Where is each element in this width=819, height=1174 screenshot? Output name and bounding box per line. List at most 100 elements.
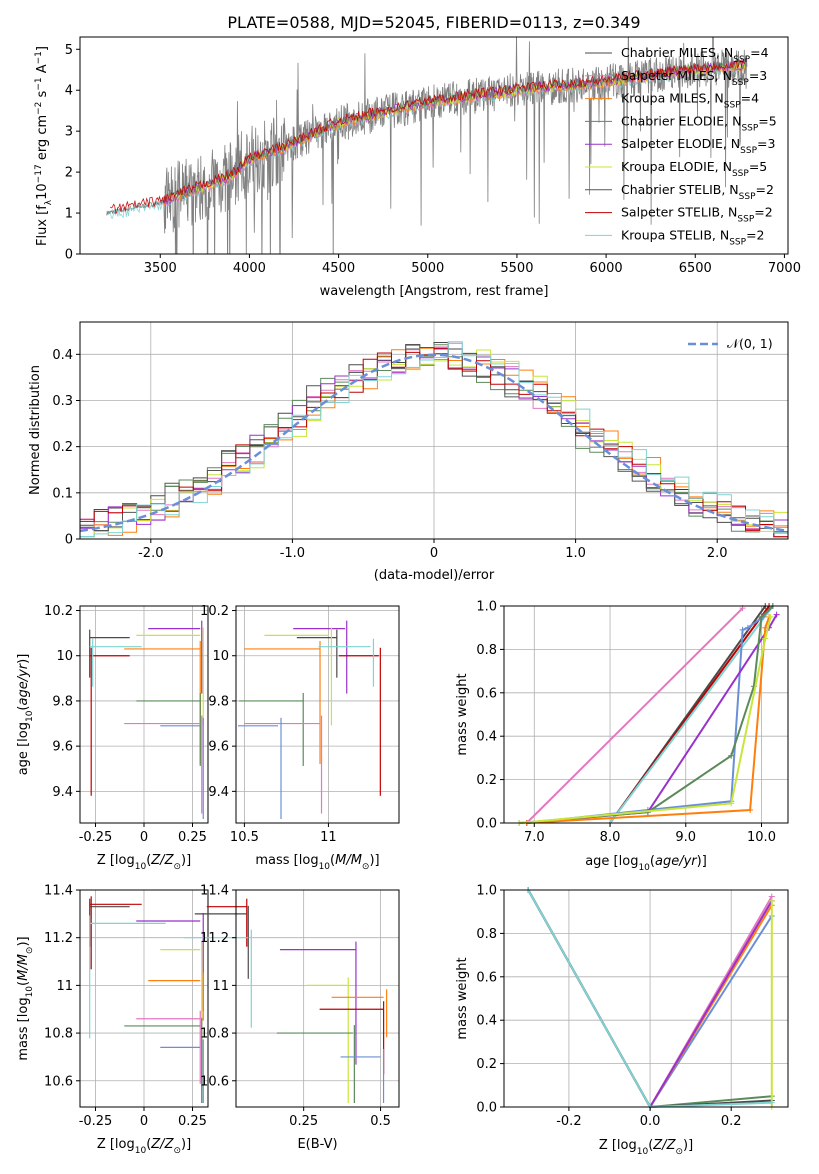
figure-title: PLATE=0588, MJD=52045, FIBERID=0113, z=0… xyxy=(227,13,640,32)
y-tick-label: 0 xyxy=(65,248,73,263)
model-spectrum xyxy=(110,59,746,214)
y-tick-label: 1.0 xyxy=(476,884,497,899)
legend-label: Chabrier STELIB, NSSP=2 xyxy=(621,182,774,202)
axes-frame xyxy=(503,889,789,1108)
mass_vs_Z-frame: -0.25 0 0.25 10.6 10.8 11 11.2 11.4 xyxy=(44,884,209,1129)
model-spectrum xyxy=(163,62,746,204)
axes-frame xyxy=(503,605,789,824)
y-tick-label: 0 xyxy=(65,533,73,548)
y-tick-label: 5 xyxy=(65,43,73,58)
x-axis-label: wavelength [Angstrom, rest frame] xyxy=(320,284,549,299)
mass-weight-marker xyxy=(773,611,780,618)
mass-weight-marker xyxy=(747,806,754,813)
x-axis-label: (data-model)/error xyxy=(374,568,495,583)
y-tick-label: 11 xyxy=(56,979,73,994)
mass-weight-line xyxy=(526,616,771,824)
y-tick-label: 11.2 xyxy=(44,931,73,946)
y-tick-label: 10 xyxy=(212,649,229,664)
x-tick-label: 6000 xyxy=(590,261,623,276)
residual-histogram-series xyxy=(80,347,788,538)
y-tick-label: 9.4 xyxy=(52,785,73,800)
legend-label: Chabrier MILES, NSSP=4 xyxy=(621,45,769,65)
x-tick-label: 0 xyxy=(140,830,148,845)
massweight_vs_age-lines xyxy=(516,603,780,826)
mass-weight-marker xyxy=(762,635,769,642)
x-tick-label: -1.0 xyxy=(280,546,305,561)
legend-label: Salpeter ELODIE, NSSP=3 xyxy=(621,136,775,156)
data-spectrum xyxy=(106,37,748,254)
massweight_vs_age-frame: 7.0 8.0 9.0 10.0 0.0 0.2 0.4 0.6 0.8 1.0 xyxy=(476,600,789,845)
y-tick-label: 0.2 xyxy=(476,1057,497,1072)
x-tick-label: 7000 xyxy=(768,261,801,276)
x-tick-label: 0 xyxy=(140,1114,148,1129)
y-tick-label: 0.8 xyxy=(476,927,497,942)
y-tick-label: 0.2 xyxy=(476,773,497,788)
x-tick-label: 1.0 xyxy=(565,546,586,561)
y-tick-label: 11.4 xyxy=(200,884,229,899)
y-tick-label: 9.6 xyxy=(52,740,73,755)
mass_vs_ebv-points xyxy=(184,898,388,1103)
x-tick-label: 4000 xyxy=(233,261,266,276)
x-tick-label: 8.0 xyxy=(600,830,621,845)
x-axis-label: E(B-V) xyxy=(297,1137,337,1152)
mass-weight-line xyxy=(519,616,772,824)
y-tick-label: 9.8 xyxy=(208,694,229,709)
x-axis-label: age [log10(age/yr)] xyxy=(585,854,707,873)
x-axis-label: mass [log10(M/M⊙)] xyxy=(255,853,379,872)
y-axis-label: mass weight xyxy=(455,673,470,755)
y-axis-label: age [log10(age/yr)] xyxy=(16,654,35,776)
x-tick-label: 5000 xyxy=(411,261,444,276)
mass-weight-line xyxy=(525,607,744,824)
mass-weight-marker xyxy=(739,626,746,633)
x-tick-label: 0 xyxy=(430,546,438,561)
y-tick-label: 10.2 xyxy=(200,604,229,619)
y-tick-label: 0.1 xyxy=(52,486,73,501)
y-tick-label: 0.4 xyxy=(476,730,497,745)
x-tick-label: 11 xyxy=(320,830,337,845)
y-tick-label: 4 xyxy=(65,84,73,99)
y-tick-label: 9.6 xyxy=(208,740,229,755)
age_vs_mass-frame: 10.5 11 9.4 9.6 9.8 10 10.2 xyxy=(200,604,400,845)
y-tick-label: 10.8 xyxy=(200,1027,229,1042)
gaussian-curve xyxy=(80,353,786,533)
x-tick-label: 10.0 xyxy=(747,830,776,845)
axes-frame xyxy=(235,605,400,824)
y-tick-label: 10.6 xyxy=(200,1074,229,1089)
legend-label: 𝒩(0, 1) xyxy=(727,336,773,351)
y-tick-label: 0.4 xyxy=(52,348,73,363)
x-tick-label: -0.2 xyxy=(556,1114,581,1129)
axes-frame xyxy=(235,889,400,1108)
y-tick-label: 1.0 xyxy=(476,600,497,615)
x-tick-label: 0.25 xyxy=(178,1114,207,1129)
x-tick-label: 0.0 xyxy=(640,1114,661,1129)
y-tick-label: 2 xyxy=(65,166,73,181)
x-axis-label: Z [log10(Z/Z⊙)] xyxy=(97,853,191,872)
x-tick-label: 3500 xyxy=(144,261,177,276)
x-tick-label: 0.25 xyxy=(289,1114,318,1129)
y-tick-label: 1 xyxy=(65,207,73,222)
mass-weight-line xyxy=(609,605,774,824)
x-axis-label: Z [log10(Z/Z⊙)] xyxy=(97,1137,191,1156)
y-tick-label: 0.0 xyxy=(476,1101,497,1116)
age_vs_Z-frame: -0.25 0 0.25 9.4 9.6 9.8 10 10.2 xyxy=(44,604,209,845)
y-axis-label: Flux [fλ10−17 erg cm−2 s−1 A−1] xyxy=(34,46,54,246)
x-tick-label: 0.25 xyxy=(178,830,207,845)
x-axis-label: Z [log10(Z/Z⊙)] xyxy=(599,1138,693,1157)
y-axis-label: mass weight xyxy=(455,957,470,1039)
residuals-frame: -2.0 -1.0 0 1.0 2.0 0 0.1 0.2 0.3 0.4 xyxy=(52,321,789,561)
y-tick-label: 10.2 xyxy=(44,604,73,619)
spectrum-frame: 3500 4000 4500 5000 5500 6000 6500 7000 0 1 2 3 4 5 xyxy=(65,36,801,276)
age_vs_Z-points xyxy=(89,620,204,819)
y-tick-label: 0.3 xyxy=(52,394,73,409)
y-axis-label: Normed distribution xyxy=(28,365,43,495)
y-tick-label: 10 xyxy=(56,649,73,664)
y-tick-label: 11.2 xyxy=(200,931,229,946)
residual-histogram-series xyxy=(80,341,788,537)
y-tick-label: 0.6 xyxy=(476,686,497,701)
x-tick-label: 9.0 xyxy=(675,830,696,845)
legend-label: Salpeter STELIB, NSSP=2 xyxy=(621,205,773,225)
x-tick-label: 10.5 xyxy=(230,830,259,845)
spectrum-legend: Chabrier MILES, NSSP=4 Salpeter MILES, NS… xyxy=(585,45,777,247)
y-axis-label: mass [log10(M/M⊙)] xyxy=(16,936,35,1060)
